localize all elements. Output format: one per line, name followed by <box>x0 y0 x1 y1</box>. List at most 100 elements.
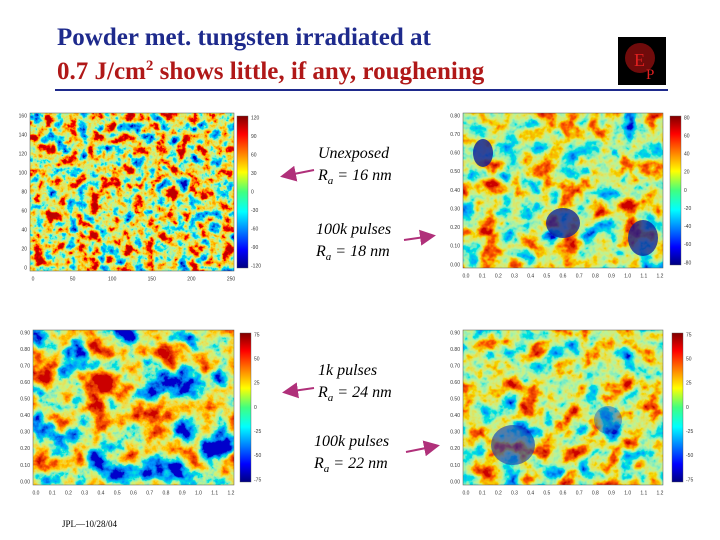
colorbar-tick-label: -40 <box>684 224 691 230</box>
y-tick-label: 0.60 <box>20 380 30 386</box>
x-tick-label: 0.2 <box>65 490 72 496</box>
profilometry-image: 0.900.800.700.600.500.400.300.200.100.00… <box>20 329 261 496</box>
x-tick-label: 0.4 <box>527 273 534 279</box>
x-tick-label: 0.4 <box>98 490 105 496</box>
arrow <box>282 382 315 399</box>
y-tick-label: 0.20 <box>20 446 30 452</box>
x-tick-label: 1.0 <box>195 490 202 496</box>
colorbar-tick-label: 0 <box>254 405 257 411</box>
colorbar-tick-label: -60 <box>684 242 691 248</box>
grain <box>594 406 622 434</box>
title-line1: Powder met. tungsten irradiated at <box>57 24 431 51</box>
x-tick-label: 100 <box>108 276 117 282</box>
colorbar-tick-label: 50 <box>686 356 692 362</box>
grain <box>491 425 535 465</box>
y-tick-label: 0.90 <box>20 330 30 336</box>
grain <box>546 208 580 238</box>
x-tick-label: 1.2 <box>657 490 664 496</box>
y-tick-label: 80 <box>21 189 27 195</box>
colorbar-tick-label: 25 <box>254 381 260 387</box>
colorbar-tick-label: -80 <box>684 260 691 266</box>
x-tick-label: 200 <box>187 276 196 282</box>
arrow <box>405 440 440 457</box>
colorbar-tick-label: 0 <box>251 189 254 195</box>
y-tick-label: 0.20 <box>450 446 460 452</box>
colorbar-tick-label: 60 <box>684 133 690 139</box>
roughness-subscript: a <box>326 251 332 263</box>
y-tick-label: 0.70 <box>20 363 30 369</box>
logo-letter: P <box>646 67 654 83</box>
title-part: 0.7 J/cm <box>57 58 146 85</box>
x-tick-label: 0.3 <box>81 490 88 496</box>
y-tick-label: 0.50 <box>450 397 460 403</box>
y-tick-label: 20 <box>21 246 27 252</box>
sample-label: Unexposed <box>318 145 390 162</box>
x-tick-label: 250 <box>227 276 236 282</box>
x-tick-label: 0.1 <box>49 490 56 496</box>
x-tick-label: 0.9 <box>608 490 615 496</box>
y-tick-label: 0.50 <box>450 169 460 175</box>
y-tick-label: 0.10 <box>20 463 30 469</box>
y-tick-label: 40 <box>21 227 27 233</box>
colorbar <box>669 115 682 266</box>
y-tick-label: 0.80 <box>450 113 460 119</box>
x-tick-label: 0.2 <box>495 273 502 279</box>
colorbar-tick-label: -30 <box>251 208 258 214</box>
x-tick-label: 0.6 <box>560 490 567 496</box>
colorbar-tick-label: -20 <box>684 206 691 212</box>
y-tick-label: 0.80 <box>450 347 460 353</box>
y-tick-label: 0.00 <box>450 262 460 268</box>
frame <box>462 329 664 486</box>
x-tick-label: 0.4 <box>527 490 534 496</box>
colorbar-tick-label: -25 <box>686 429 693 435</box>
colorbar-tick-label: 120 <box>251 115 260 121</box>
x-tick-label: 0.7 <box>146 490 153 496</box>
x-tick-label: 0.0 <box>463 273 470 279</box>
frame <box>29 112 235 272</box>
roughness-value: = 24 nm <box>333 384 391 401</box>
frame <box>32 329 235 486</box>
height-map <box>30 113 234 271</box>
x-tick-label: 1.0 <box>624 273 631 279</box>
x-tick-label: 1.2 <box>657 273 664 279</box>
x-tick-label: 0.9 <box>179 490 186 496</box>
y-tick-label: 0.90 <box>450 330 460 336</box>
sample-label: 100k pulses <box>314 433 389 450</box>
x-tick-label: 0.3 <box>511 273 518 279</box>
colorbar-tick-label: -25 <box>254 429 261 435</box>
y-tick-label: 0.00 <box>450 479 460 485</box>
colorbar-tick-label: -50 <box>686 453 693 459</box>
colorbar-tick-label: -50 <box>254 453 261 459</box>
roughness-value: = 18 nm <box>331 243 389 260</box>
x-tick-label: 0.6 <box>560 273 567 279</box>
x-tick-label: 0.0 <box>463 490 470 496</box>
x-tick-label: 0.3 <box>511 490 518 496</box>
x-tick-label: 0.5 <box>543 490 550 496</box>
y-tick-label: 100 <box>19 170 28 176</box>
x-tick-label: 0.0 <box>33 490 40 496</box>
x-tick-label: 0.9 <box>608 273 615 279</box>
x-tick-label: 150 <box>148 276 157 282</box>
y-tick-label: 0.30 <box>20 430 30 436</box>
roughness-symbol: R <box>317 384 328 401</box>
x-tick-label: 0.1 <box>479 273 486 279</box>
arrow <box>403 229 436 246</box>
y-tick-label: 0.70 <box>450 363 460 369</box>
profilometry-image: 0.800.700.600.500.400.300.200.100.000.0 0… <box>450 112 691 279</box>
colorbar-tick-label: 25 <box>686 381 692 387</box>
y-tick-label: 0 <box>24 265 27 271</box>
colorbar-tick-label: 0 <box>686 405 689 411</box>
x-tick-label: 0.8 <box>592 490 599 496</box>
roughness-value: = 16 nm <box>333 167 391 184</box>
height-map <box>463 330 663 485</box>
x-tick-label: 50 <box>70 276 76 282</box>
colorbar-tick-label: -90 <box>251 245 258 251</box>
x-tick-label: 0.2 <box>495 490 502 496</box>
colorbar-tick-label: -120 <box>251 263 261 269</box>
y-tick-label: 0.50 <box>20 397 30 403</box>
x-tick-label: 0.5 <box>114 490 121 496</box>
y-tick-label: 0.00 <box>20 479 30 485</box>
sample-label: 1k pulses <box>318 362 377 379</box>
y-tick-label: 0.40 <box>450 413 460 419</box>
